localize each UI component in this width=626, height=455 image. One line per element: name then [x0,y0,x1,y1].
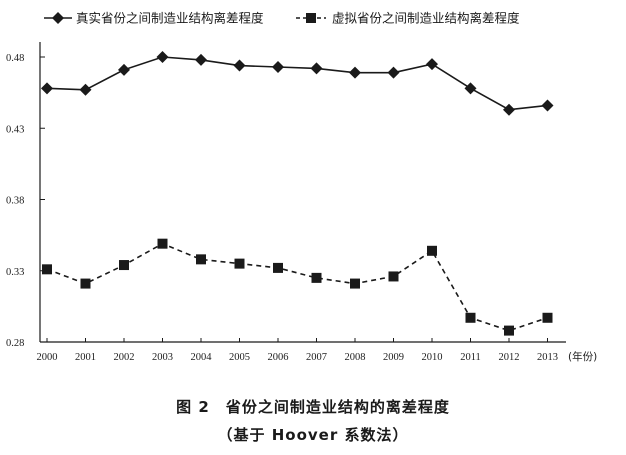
legend-entry-real: 真实省份之间制造业结构离差程度 [44,11,264,26]
series-virtual [42,238,553,336]
series-real [41,51,554,116]
series-line-real [46,56,548,111]
legend: 真实省份之间制造业结构离差程度 虚拟省份之间制造业结构离差程度 [44,11,520,26]
y-tick-label: 0.38 [6,196,24,207]
point-virtual-2005 [234,258,245,269]
point-virtual-2004 [196,254,206,265]
x-axis-ticks: 2000 2001 2002 2003 2004 2005 2006 2007 2008 2009… [37,338,558,363]
x-tick-label: 2007 [306,352,327,363]
x-tick-label: 2004 [191,352,213,363]
point-virtual-2007 [311,272,322,283]
x-tick-label: 2012 [499,352,520,363]
figure-caption-title: 图 2 省份之间制造业结构的离差程度 [176,398,450,416]
legend-label-real: 真实省份之间制造业结构离差程度 [76,11,264,26]
point-virtual-2000 [42,264,52,275]
x-tick-label: 2011 [460,352,481,363]
point-real-2006 [272,60,284,73]
point-virtual-2002 [119,260,129,271]
y-tick-label: 0.43 [6,124,24,135]
x-tick-label: 2010 [422,352,443,363]
point-real-2002 [118,63,130,76]
point-real-2000 [41,82,53,95]
x-tick-label: 2013 [537,352,558,363]
point-real-2012 [503,103,515,116]
legend-label-virtual: 虚拟省份之间制造业结构离差程度 [332,11,520,26]
point-real-2008 [349,66,361,79]
point-virtual-2011 [465,312,476,323]
point-real-2011 [464,82,477,95]
point-virtual-2006 [273,262,283,273]
point-virtual-2013 [542,312,553,323]
point-real-2007 [310,62,323,75]
point-virtual-2003 [157,238,168,249]
x-tick-label: 2005 [229,352,250,363]
x-tick-label: 2009 [383,352,404,363]
point-real-2004 [195,53,207,66]
point-virtual-2001 [80,278,91,289]
series-line-virtual [46,242,548,332]
point-virtual-2008 [350,278,360,289]
legend-square-marker [306,13,316,23]
point-real-2009 [387,66,400,79]
y-axis-ticks: 0.48 0.43 0.38 0.33 0.28 [6,53,45,349]
y-tick-label: 0.28 [6,338,24,349]
point-virtual-2010 [427,245,437,256]
x-tick-label: 2006 [268,352,289,363]
y-tick-label: 0.33 [6,267,24,278]
x-tick-label: 2008 [345,352,366,363]
point-real-2013 [541,99,554,112]
point-virtual-2009 [388,271,399,282]
figure-caption-subtitle: （基于 Hoover 系数法） [217,426,409,444]
x-tick-label: 2002 [114,352,135,363]
x-tick-label: 2001 [75,352,96,363]
legend-diamond-marker [52,12,64,24]
x-tick-label: 2003 [152,352,173,363]
point-real-2001 [79,83,92,96]
point-real-2003 [156,51,169,63]
y-tick-label: 0.48 [6,53,24,64]
x-axis-unit-label: (年份) [568,350,597,363]
x-tick-label: 2000 [37,352,58,363]
point-real-2005 [233,59,246,72]
point-real-2010 [426,58,438,71]
point-virtual-2012 [504,325,514,336]
legend-entry-virtual: 虚拟省份之间制造业结构离差程度 [296,11,520,26]
